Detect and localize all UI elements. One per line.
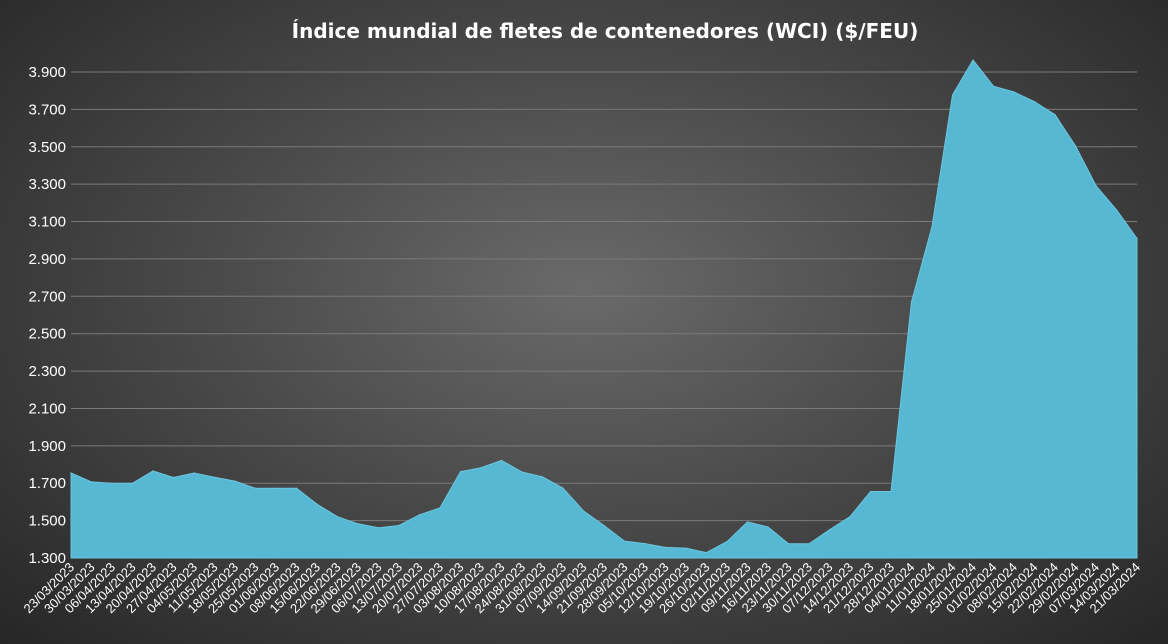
data-point [70,472,72,474]
data-point [1074,145,1077,147]
data-point [1095,185,1097,187]
data-point [541,476,544,478]
data-point [849,516,851,518]
data-point [931,226,933,228]
y-tick-label: 2.500 [28,326,66,343]
data-point [500,459,503,462]
chart-title: Índice mundial de fletes de contenedores… [292,19,919,43]
data-point [521,471,523,473]
data-point [767,526,769,528]
data-point [439,507,441,509]
data-point [377,527,380,529]
data-point [295,487,298,489]
data-point [213,476,216,478]
x-axis-ticks: 23/03/202330/03/202306/04/202313/04/2023… [20,560,1143,617]
data-point [869,490,872,493]
data-point [172,476,175,479]
data-point [275,487,277,489]
data-point [336,516,339,518]
y-tick-label: 1.700 [28,475,66,492]
data-point [746,521,749,523]
data-point [480,467,482,469]
data-point [623,540,626,542]
data-point [193,472,195,474]
data-point [152,470,154,472]
data-point [951,94,954,96]
y-tick-label: 2.900 [28,251,66,268]
data-point [1054,114,1056,116]
y-tick-label: 1.300 [28,550,66,567]
y-axis-ticks: 1.300 1.500 1.700 1.900 2.100 2.300 2.500 2.700… [28,64,66,567]
data-point [398,524,400,527]
y-tick-label: 3.500 [28,139,66,156]
data-point [910,301,913,303]
data-point [890,490,892,493]
data-point [808,543,810,545]
series-area [70,59,1138,559]
data-point [254,487,257,489]
data-point [664,546,667,548]
y-tick-label: 2.300 [28,363,66,380]
data-point [603,524,605,527]
data-point [316,503,318,505]
data-point [972,59,974,61]
data-point [1033,101,1036,103]
data-point [726,540,728,543]
data-point [582,510,585,512]
data-point [1115,209,1118,211]
y-tick-label: 1.900 [28,438,66,455]
data-point [90,481,93,483]
data-point [111,482,113,484]
data-point [787,543,790,545]
y-tick-label: 3.300 [28,176,66,193]
data-point [685,547,687,549]
data-point [562,487,564,489]
data-point [357,523,359,525]
data-point [234,480,236,482]
data-point [705,551,708,554]
data-point [418,514,421,516]
y-tick-label: 1.500 [28,513,66,530]
y-tick-label: 3.100 [28,214,66,231]
data-point [992,85,995,87]
data-point [828,529,831,531]
data-point [644,543,646,545]
data-point [131,482,134,484]
y-tick-label: 2.100 [28,400,66,417]
data-point [459,471,462,473]
y-tick-label: 2.700 [28,288,66,305]
data-point [1136,237,1138,239]
data-point [1013,91,1015,93]
y-tick-label: 3.700 [28,101,66,118]
series-area-shape [70,59,1138,559]
y-tick-label: 3.900 [28,64,66,81]
